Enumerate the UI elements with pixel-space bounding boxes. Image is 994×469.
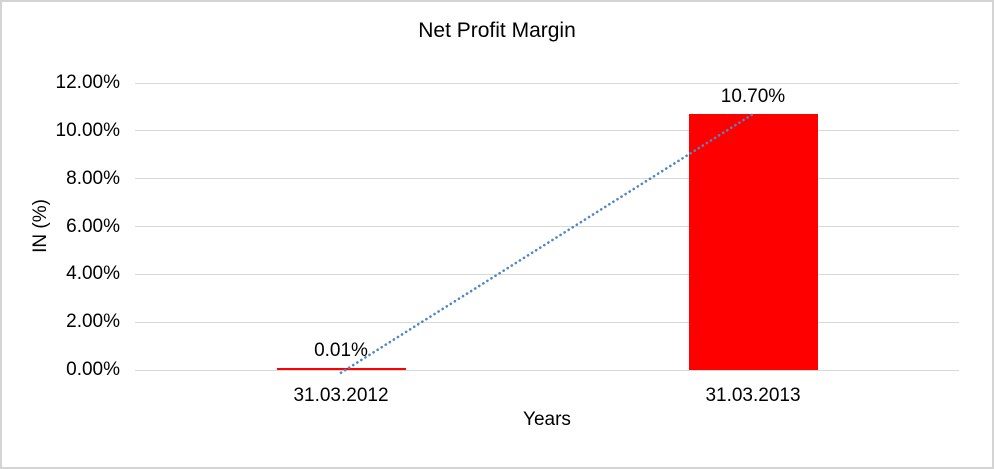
x-category-label: 31.03.2013 — [705, 385, 801, 406]
trendline-dotted — [339, 112, 755, 375]
gridline — [135, 226, 959, 227]
bar-31.03.2012 — [276, 367, 406, 370]
gridline — [135, 82, 959, 84]
bar-data-label: 10.70% — [720, 86, 786, 108]
y-tick-label: 2.00% — [66, 311, 120, 333]
bar-data-label: 0.01% — [314, 339, 368, 361]
chart-title: Net Profit Margin — [418, 19, 576, 42]
x-axis-title: Years — [523, 409, 571, 430]
y-tick-label: 10.00% — [55, 119, 120, 141]
y-tick-label: 8.00% — [66, 167, 120, 189]
y-tick-label: 6.00% — [66, 215, 120, 237]
y-tick-label: 0.00% — [66, 359, 120, 380]
gridline — [135, 369, 959, 371]
gridline — [135, 178, 959, 180]
y-tick-label: 4.00% — [66, 263, 120, 285]
gridline — [135, 130, 959, 132]
gridline — [135, 273, 959, 275]
gridline — [135, 321, 959, 323]
y-tick-label: 12.00% — [55, 72, 120, 93]
x-category-label: 31.03.2012 — [293, 385, 389, 406]
bar-31.03.2013 — [688, 114, 818, 370]
